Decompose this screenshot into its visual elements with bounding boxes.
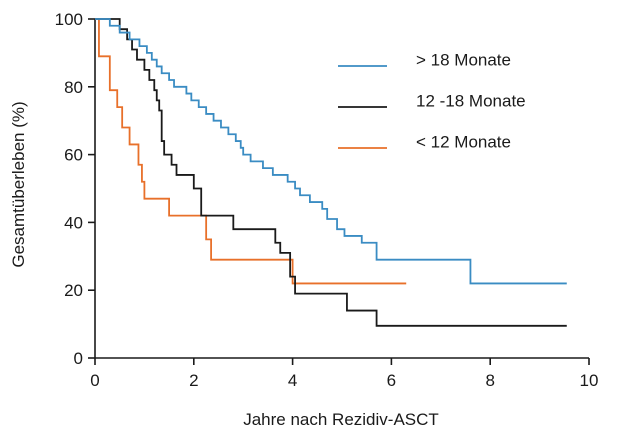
legend-item: < 12 Monate (338, 133, 511, 152)
y-tick-label: 80 (64, 78, 83, 97)
x-tick-label: 8 (485, 371, 494, 390)
y-tick-label: 20 (64, 281, 83, 300)
y-tick-label: 60 (64, 146, 83, 165)
series-line-2 (95, 18, 407, 285)
legend-item: > 18 Monate (338, 51, 511, 70)
y-tick-label: 0 (74, 349, 83, 368)
x-tick-label: 0 (90, 371, 99, 390)
x-tick-label: 10 (580, 371, 599, 390)
x-tick-label: 6 (387, 371, 396, 390)
y-axis-title: Gesamtüberleben (%) (9, 101, 28, 267)
y-tick-label: 100 (55, 10, 83, 29)
legend: > 18 Monate 12 -18 Monate < 12 Monate (338, 51, 526, 152)
x-axis-title: Jahre nach Rezidiv-ASCT (243, 410, 439, 429)
legend-label: > 18 Monate (416, 51, 511, 70)
x-tick-label: 2 (189, 371, 198, 390)
y-tick-label: 40 (64, 213, 83, 232)
y-ticks: 0 20 40 60 80 100 (55, 10, 95, 368)
series-lines (95, 18, 567, 327)
axes: 0 2 4 6 8 10 0 20 40 60 80 100 (55, 10, 599, 390)
x-tick-label: 4 (288, 371, 297, 390)
series-line-1 (95, 18, 567, 327)
legend-label: 12 -18 Monate (416, 92, 526, 111)
legend-label: < 12 Monate (416, 133, 511, 152)
legend-item: 12 -18 Monate (338, 92, 526, 111)
x-ticks: 0 2 4 6 8 10 (90, 358, 598, 390)
series-line-0 (95, 18, 567, 285)
